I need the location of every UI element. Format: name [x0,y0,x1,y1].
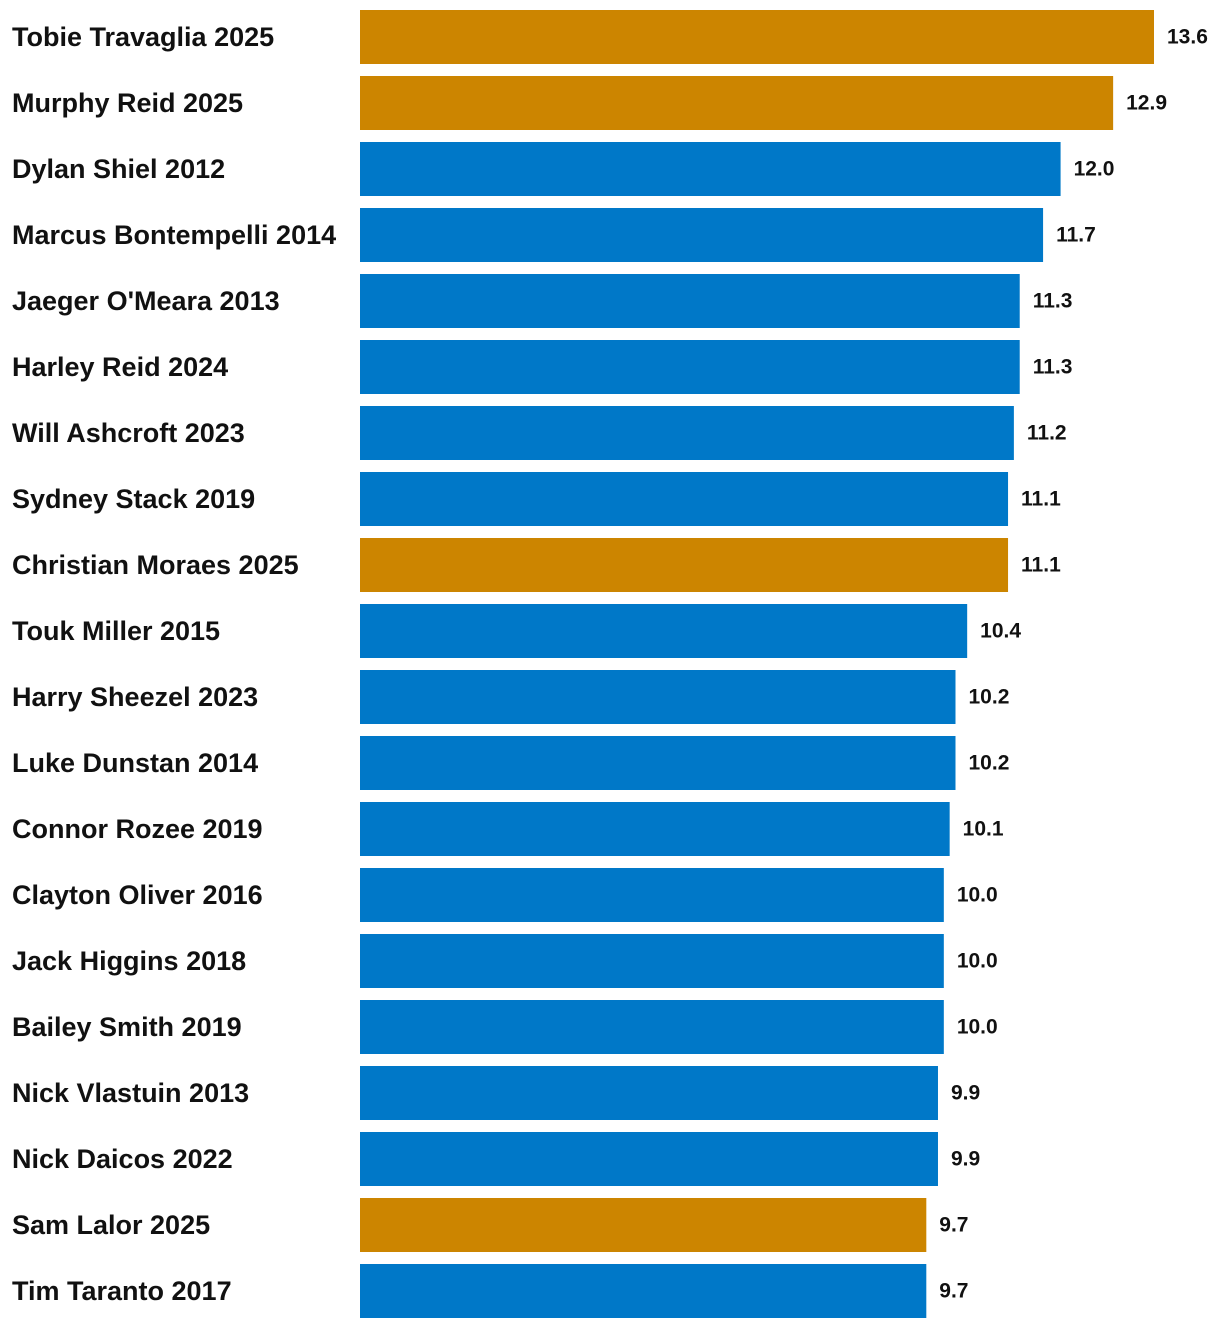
value-label: 9.7 [939,1214,968,1237]
value-label: 13.6 [1167,26,1208,49]
bars [360,10,1154,1318]
category-label: Murphy Reid 2025 [12,88,243,118]
category-label: Tim Taranto 2017 [12,1276,232,1306]
category-label: Nick Vlastuin 2013 [12,1078,249,1108]
bar [360,1066,938,1120]
value-label: 12.0 [1074,158,1115,181]
category-label: Dylan Shiel 2012 [12,154,225,184]
bar [360,1264,927,1318]
bar [360,340,1020,394]
value-label: 10.0 [957,1016,998,1039]
value-label: 11.7 [1056,224,1096,247]
category-label: Marcus Bontempelli 2014 [12,220,336,250]
value-label: 12.9 [1126,92,1167,115]
category-label: Tobie Travaglia 2025 [12,22,274,52]
category-label: Clayton Oliver 2016 [12,880,263,910]
bar [360,604,968,658]
value-label: 10.0 [957,884,998,907]
category-label: Jaeger O'Meara 2013 [12,286,280,316]
bar [360,670,956,724]
value-label: 9.9 [951,1082,980,1105]
category-label: Jack Higgins 2018 [12,946,246,976]
category-label: Luke Dunstan 2014 [12,748,258,778]
bar-highlighted [360,1198,927,1252]
value-label: 11.1 [1021,488,1061,511]
bar [360,274,1020,328]
category-label: Sydney Stack 2019 [12,484,255,514]
bar-highlighted [360,76,1114,130]
category-labels: Tobie Travaglia 2025 Murphy Reid 2025 Dyla… [12,22,336,1306]
category-label: Touk Miller 2015 [12,616,220,646]
category-label: Will Ashcroft 2023 [12,418,245,448]
value-label: 11.3 [1033,290,1073,313]
bar [360,736,956,790]
value-label: 10.4 [980,620,1021,643]
category-label: Christian Moraes 2025 [12,550,299,580]
category-label: Harry Sheezel 2023 [12,682,258,712]
bar [360,472,1009,526]
value-label: 10.2 [969,686,1010,709]
bar [360,934,944,988]
value-labels: 13.6 12.9 12.0 11.7 11.3 11.3 11.2 11.1 11.1 10.4… [939,26,1208,1303]
value-label: 9.9 [951,1148,980,1171]
category-label: Sam Lalor 2025 [12,1210,210,1240]
bar [360,802,950,856]
category-label: Nick Daicos 2022 [12,1144,233,1174]
bar-highlighted [360,10,1154,64]
bar [360,868,944,922]
category-label: Bailey Smith 2019 [12,1012,242,1042]
bar [360,142,1061,196]
value-label: 9.7 [939,1280,968,1303]
value-label: 10.0 [957,950,998,973]
value-label: 10.1 [963,818,1004,841]
bar [360,1000,944,1054]
category-label: Harley Reid 2024 [12,352,228,382]
bar-highlighted [360,538,1009,592]
bar [360,1132,938,1186]
value-label: 11.1 [1021,554,1061,577]
value-label: 11.3 [1033,356,1073,379]
value-label: 10.2 [969,752,1010,775]
bar [360,406,1014,460]
value-label: 11.2 [1027,422,1067,445]
bar [360,208,1044,262]
category-label: Connor Rozee 2019 [12,814,263,844]
